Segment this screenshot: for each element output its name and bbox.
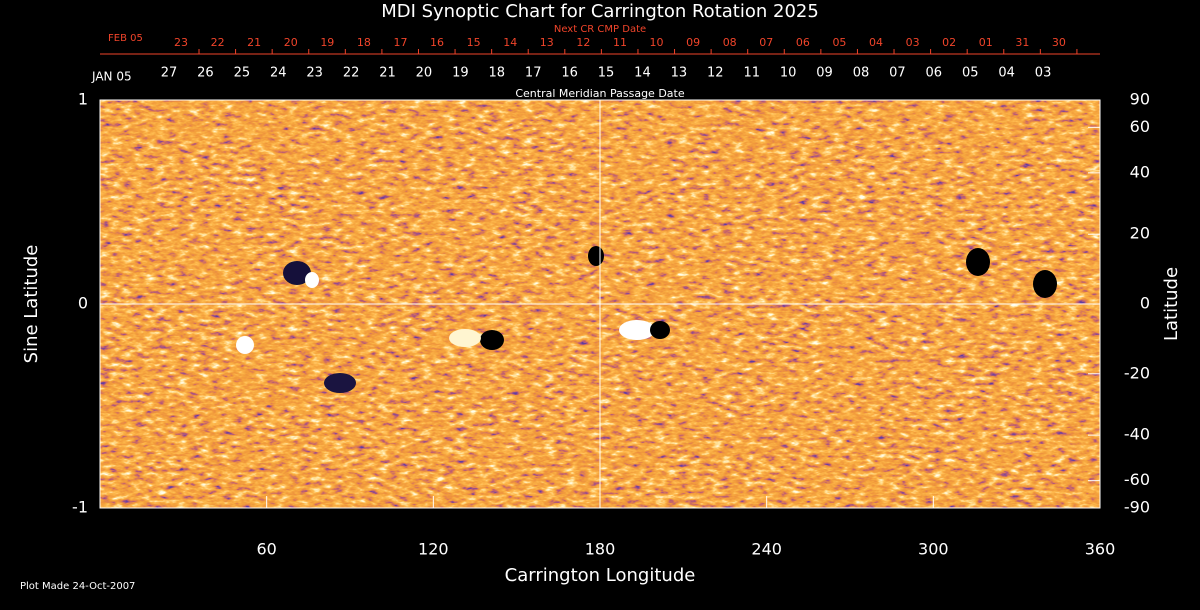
y-tick-label: 1 <box>78 90 88 109</box>
next-date: 19 <box>320 36 334 49</box>
cmp-date: 19 <box>452 66 469 81</box>
cmp-date: 16 <box>561 66 578 81</box>
y2-tick-label: 90 <box>1130 90 1150 109</box>
next-date: 08 <box>723 36 737 49</box>
next-date: 01 <box>979 36 993 49</box>
y-tick-label: -1 <box>72 498 88 517</box>
next-date: 30 <box>1052 36 1066 49</box>
y2-tick-label: -20 <box>1124 363 1150 382</box>
next-date: 12 <box>576 36 590 49</box>
cmp-date: 17 <box>525 66 542 81</box>
next-date: 05 <box>832 36 846 49</box>
next-date: 04 <box>869 36 883 49</box>
active-regions <box>236 246 1057 393</box>
cmp-date: 06 <box>926 66 943 81</box>
cmp-date: 04 <box>998 66 1015 81</box>
next-date: 07 <box>759 36 773 49</box>
y-axis-label: Sine Latitude <box>21 245 42 364</box>
next-date: 31 <box>1015 36 1029 49</box>
footnote: Plot Made 24-Oct-2007 <box>20 581 135 592</box>
y2-tick-label: 60 <box>1130 117 1150 136</box>
next-date: 23 <box>174 36 188 49</box>
next-date: 15 <box>467 36 481 49</box>
cmp-date: 22 <box>343 66 360 81</box>
cmp-date: 03 <box>1035 66 1052 81</box>
y2-tick-label: -60 <box>1124 470 1150 489</box>
cmp-date: 12 <box>707 66 724 81</box>
cmp-date: 10 <box>780 66 797 81</box>
next-start: FEB 05 <box>108 33 143 44</box>
cmp-axis-label: Central Meridian Passage Date <box>515 87 684 100</box>
x-tick-label: 120 <box>418 540 449 559</box>
next-date: 13 <box>540 36 554 49</box>
next-date: 03 <box>906 36 920 49</box>
y2-tick-label: 40 <box>1130 162 1150 181</box>
cmp-date: 05 <box>962 66 979 81</box>
next-date: 06 <box>796 36 810 49</box>
y2-tick-label: -40 <box>1124 425 1150 444</box>
cmp-date: 13 <box>671 66 688 81</box>
x-tick-label: 360 <box>1085 540 1116 559</box>
x-tick-label: 180 <box>585 540 616 559</box>
y2-tick-label: 20 <box>1130 224 1150 243</box>
next-date: 17 <box>393 36 407 49</box>
cmp-date: 24 <box>270 66 287 81</box>
next-date: 20 <box>284 36 298 49</box>
cmp-date: 21 <box>379 66 396 81</box>
cmp-date: 26 <box>197 66 214 81</box>
cmp-date: 09 <box>816 66 833 81</box>
cmp-date: 08 <box>853 66 870 81</box>
cmp-date: 07 <box>889 66 906 81</box>
cmp-date: 20 <box>416 66 433 81</box>
next-date: 22 <box>211 36 225 49</box>
next-date: 14 <box>503 36 517 49</box>
y2-tick-label: -90 <box>1124 498 1150 517</box>
cmp-date: 23 <box>306 66 323 81</box>
cmp-date: 27 <box>161 66 178 81</box>
next-date: 10 <box>650 36 664 49</box>
next-date: 09 <box>686 36 700 49</box>
next-date: 21 <box>247 36 261 49</box>
x-axis-label: Carrington Longitude <box>505 565 696 586</box>
cmp-date: 15 <box>598 66 615 81</box>
cmp-date: 18 <box>489 66 506 81</box>
x-tick-label: 60 <box>256 540 276 559</box>
cmp-date: 11 <box>743 66 760 81</box>
y2-tick-label: 0 <box>1140 294 1150 313</box>
cmp-date: 14 <box>634 66 651 81</box>
next-date: 16 <box>430 36 444 49</box>
cmp-date: 25 <box>234 66 251 81</box>
next-date: 11 <box>613 36 627 49</box>
x-tick-label: 300 <box>918 540 949 559</box>
chart-title: MDI Synoptic Chart for Carrington Rotati… <box>381 1 819 22</box>
x-tick-label: 240 <box>751 540 782 559</box>
next-axis-label: Next CR CMP Date <box>554 24 646 35</box>
y-tick-label: 0 <box>78 294 88 313</box>
cmp-start: JAN 05 <box>91 70 132 84</box>
next-date: 18 <box>357 36 371 49</box>
y2-axis-label: Latitude <box>1161 267 1182 341</box>
next-date: 02 <box>942 36 956 49</box>
